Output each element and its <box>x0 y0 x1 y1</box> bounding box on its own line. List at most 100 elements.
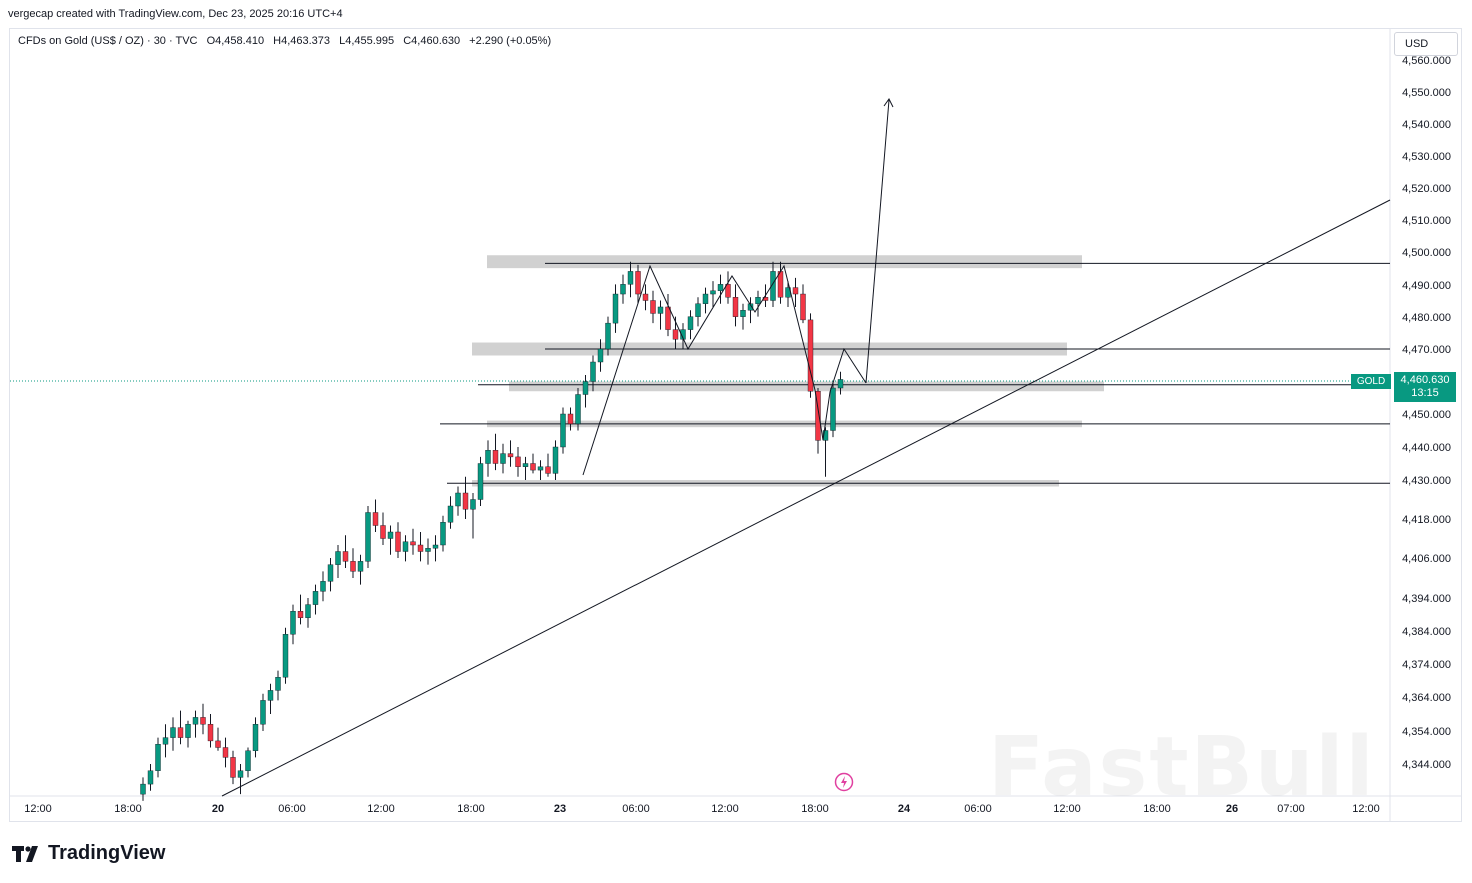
candle-up <box>170 727 176 738</box>
candle-up <box>837 379 844 389</box>
candle-down <box>530 463 536 471</box>
candle-up <box>582 381 589 395</box>
candle-up <box>605 322 611 350</box>
ascending-trendline[interactable] <box>221 199 1391 797</box>
candle-down <box>507 453 514 458</box>
tradingview-logo-text: TradingView <box>48 842 166 864</box>
candle-down <box>492 450 499 464</box>
price-zone <box>509 381 1104 392</box>
price-tick-label: 4,530.000 <box>1402 151 1451 163</box>
candle-up <box>627 271 634 285</box>
candle-down <box>807 319 814 392</box>
candle-up <box>440 522 446 546</box>
horizontal-levels <box>440 262 1390 484</box>
candle-up <box>387 531 394 539</box>
time-tick-label: 18:00 <box>1143 803 1171 815</box>
lightning-icon[interactable] <box>834 772 854 792</box>
legend-symbol: CFDs on Gold (US$ / OZ) · 30 · TVC <box>18 35 198 47</box>
candle-up <box>155 744 161 771</box>
price-tick-label: 4,490.000 <box>1402 280 1451 292</box>
candle-down <box>395 531 401 552</box>
price-tick-label: 4,440.000 <box>1402 442 1451 454</box>
time-tick-label: 06:00 <box>622 803 650 815</box>
candle-up <box>432 544 439 549</box>
candle-up <box>470 499 476 510</box>
symbol-legend[interactable]: CFDs on Gold (US$ / OZ) · 30 · TVC O4,45… <box>18 35 557 47</box>
pattern-drawing[interactable] <box>582 264 867 476</box>
time-axis[interactable]: 12:00 18:00 20 06:00 12:00 18:00 23 06:00 12:00 1… <box>24 803 1380 815</box>
time-tick-label: 24 <box>898 803 911 815</box>
candle-down <box>215 740 221 748</box>
price-tick-label: 4,406.000 <box>1402 553 1451 565</box>
candle-up <box>552 446 559 474</box>
price-tick-label: 4,384.000 <box>1402 626 1451 638</box>
candle-up <box>192 717 199 725</box>
candle-down <box>177 727 184 738</box>
candle-up <box>185 724 191 738</box>
candle-down <box>725 284 731 298</box>
candle-up <box>717 284 724 292</box>
zigzag-path <box>582 264 867 476</box>
candle-down <box>230 757 236 778</box>
candle-up <box>447 505 454 523</box>
time-tick-label: 06:00 <box>278 803 306 815</box>
candle-up <box>365 512 371 562</box>
candle-up <box>537 466 544 471</box>
legend-high: H4,463.373 <box>273 35 331 47</box>
candle-up <box>822 430 829 441</box>
chart-frame[interactable] <box>9 28 1462 822</box>
tradingview-logo-icon <box>12 845 38 862</box>
candle-up <box>620 284 626 295</box>
price-tick-label: 4,470.000 <box>1402 344 1451 356</box>
price-axis[interactable]: 4,560.000 4,550.000 4,540.000 4,530.000 4,52… <box>1402 55 1451 771</box>
candle-down <box>372 512 379 526</box>
last-price-badge: 4,460.630 13:15 <box>1394 372 1456 402</box>
candle-up <box>237 770 244 778</box>
price-tick-label: 4,374.000 <box>1402 659 1451 671</box>
price-tick-label: 4,344.000 <box>1402 759 1451 771</box>
price-zone <box>487 255 1082 269</box>
candle-up <box>597 348 604 363</box>
currency-selector[interactable]: USD <box>1394 32 1458 56</box>
legend-change: +2.290 (+0.05%) <box>469 35 552 47</box>
candle-up <box>147 770 154 785</box>
candle-down <box>732 297 739 317</box>
trendline-segment[interactable] <box>221 199 1391 797</box>
candle-up <box>702 293 709 304</box>
time-tick-label: 12:00 <box>367 803 395 815</box>
time-tick-label: 20 <box>212 803 224 815</box>
candle-down <box>650 300 656 314</box>
candle-down <box>635 271 641 295</box>
candle-up <box>305 604 311 618</box>
price-tick-label: 4,364.000 <box>1402 692 1451 704</box>
chart-credit: vergecap created with TradingView.com, D… <box>8 8 343 20</box>
candle-up <box>740 310 746 317</box>
candle-down <box>672 329 679 340</box>
candle-down <box>515 456 521 467</box>
legend-low: L4,455.995 <box>339 35 395 47</box>
candle-up <box>755 297 761 304</box>
price-tick-label: 4,430.000 <box>1402 475 1451 487</box>
projection-arrow-shaft[interactable] <box>865 99 890 384</box>
candle-up <box>140 783 146 795</box>
candle-up <box>770 271 776 301</box>
candle-down <box>800 293 806 321</box>
last-price-value: 4,460.630 <box>1400 374 1450 386</box>
candle-down <box>410 541 416 546</box>
candle-up <box>747 303 754 311</box>
candle-up <box>260 700 266 725</box>
price-tick-label: 4,560.000 <box>1402 55 1451 67</box>
candle-down <box>665 306 671 330</box>
candle-up <box>477 463 484 500</box>
candle-down <box>222 747 229 758</box>
price-tick-label: 4,480.000 <box>1402 312 1451 324</box>
candle-down <box>342 551 349 562</box>
tradingview-logo[interactable]: TradingView <box>12 842 165 865</box>
time-tick-label: 23 <box>554 803 566 815</box>
time-tick-label: 12:00 <box>1352 803 1380 815</box>
projection-arrow[interactable] <box>865 98 894 384</box>
candle-up <box>275 677 281 691</box>
candle-down <box>207 724 214 742</box>
candle-up <box>560 413 566 448</box>
